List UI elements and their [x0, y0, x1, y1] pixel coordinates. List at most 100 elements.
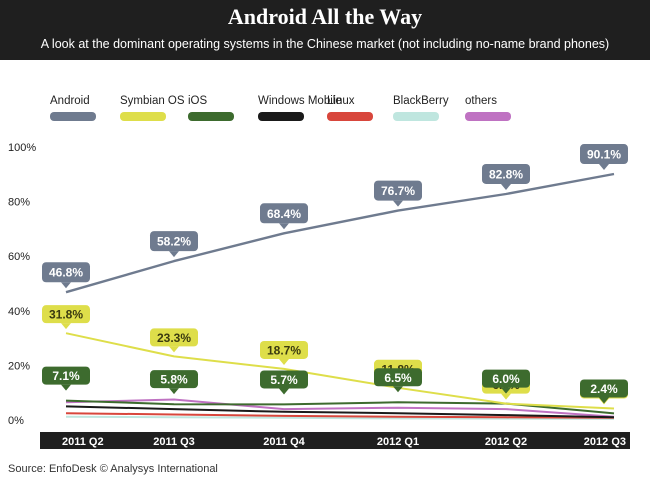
- data-label-pointer: [599, 164, 609, 171]
- y-tick-label: 0%: [8, 415, 24, 427]
- legend-swatch: [465, 112, 511, 121]
- data-label-ios: 2.4%: [580, 379, 628, 404]
- data-label-box: [260, 370, 308, 389]
- legend-label: iOS: [188, 95, 208, 107]
- data-label-text: 18.7%: [267, 343, 301, 357]
- source-note: Source: EnfoDesk © Analysys Internationa…: [8, 463, 218, 475]
- data-label-text: 5.7%: [270, 373, 298, 387]
- data-label-pointer: [501, 393, 511, 400]
- y-tick-label: 60%: [8, 251, 30, 263]
- data-label-box: [42, 305, 90, 324]
- series-line-android: [65, 172, 615, 294]
- data-label-pointer: [501, 387, 511, 394]
- data-label-android: 46.8%: [42, 262, 90, 289]
- data-label-android: 68.4%: [260, 203, 308, 230]
- data-label-box: [42, 262, 90, 283]
- data-label-box: [580, 379, 628, 398]
- legend-item-windows-mobile: Windows Mobile: [258, 95, 342, 121]
- legend-swatch: [327, 112, 373, 121]
- series-line-windows-mobile: [65, 405, 615, 419]
- data-label-pointer: [279, 223, 289, 230]
- data-label-ios: 5.7%: [260, 370, 308, 395]
- x-axis-bar: [40, 432, 630, 449]
- data-label-text: 68.4%: [267, 207, 301, 221]
- legend-item-others: others: [465, 95, 511, 121]
- series-lines: [65, 172, 615, 420]
- data-label-ios: 7.1%: [42, 366, 90, 391]
- series-line-blackberry: [65, 415, 615, 420]
- data-label-pointer: [61, 282, 71, 289]
- chart-title: Android All the Way: [227, 4, 423, 29]
- data-label-symbian-os: 23.3%: [150, 328, 198, 353]
- legend-swatch: [393, 112, 439, 121]
- y-tick-label: 40%: [8, 306, 30, 318]
- data-label-ios: 5.8%: [150, 370, 198, 395]
- data-label-box: [42, 366, 90, 385]
- data-label-android: 82.8%: [482, 163, 530, 190]
- data-label-pointer: [501, 183, 511, 190]
- data-label-android: 76.7%: [374, 180, 422, 207]
- data-label-box: [150, 370, 198, 389]
- data-label-text: 90.1%: [587, 148, 621, 162]
- header-bar: Android All the Way A look at the domina…: [0, 0, 650, 60]
- x-tick-label: 2012 Q1: [377, 436, 419, 448]
- data-label-box: [150, 328, 198, 347]
- data-label-text: 5.8%: [160, 373, 188, 387]
- legend-label: Android: [50, 95, 90, 107]
- data-label-box: [374, 368, 422, 387]
- y-tick-label: 20%: [8, 360, 30, 372]
- data-label-pointer: [393, 200, 403, 207]
- data-label-android: 90.1%: [580, 144, 628, 171]
- legend-swatch: [258, 112, 304, 121]
- data-label-pointer: [169, 346, 179, 353]
- legend-swatch: [50, 112, 96, 121]
- data-label-text: 82.8%: [489, 167, 523, 181]
- data-labels: 46.8% 58.2% 68.4% 76.7% 82.8% 90.1% 31.8% 23.3%…: [42, 144, 628, 405]
- data-label-box: [482, 163, 530, 184]
- x-tick-label: 2011 Q3: [153, 436, 195, 448]
- legend-label: Symbian OS: [120, 95, 185, 107]
- data-label-box: [260, 340, 308, 359]
- data-label-pointer: [61, 384, 71, 391]
- x-axis: 2011 Q2 2011 Q3 2011 Q4 2012 Q1 2012 Q2 2012 …: [40, 432, 630, 449]
- data-label-box: [374, 180, 422, 201]
- y-tick-label: 80%: [8, 197, 30, 209]
- data-label-text: 23.3%: [157, 331, 191, 345]
- legend-item-ios: iOS: [188, 95, 234, 121]
- data-label-text: 6.0%: [492, 372, 520, 386]
- legend-label: others: [465, 95, 497, 107]
- data-label-box: [150, 231, 198, 252]
- data-label-pointer: [169, 388, 179, 395]
- data-label-text: 46.8%: [49, 266, 83, 280]
- data-label-symbian-os: 18.7%: [260, 340, 308, 365]
- data-label-pointer: [279, 358, 289, 365]
- data-label-android: 58.2%: [150, 231, 198, 258]
- legend-label: Linux: [327, 95, 355, 107]
- data-label-symbian-os: 31.8%: [42, 305, 90, 330]
- x-tick-label: 2011 Q4: [263, 436, 305, 448]
- y-axis: 0% 20% 40% 60% 80% 100%: [8, 142, 36, 427]
- legend-item-linux: Linux: [327, 95, 373, 121]
- x-tick-label: 2011 Q2: [62, 436, 104, 448]
- data-label-text: 31.8%: [49, 308, 83, 322]
- data-label-box: [260, 203, 308, 224]
- legend-item-blackberry: BlackBerry: [393, 95, 449, 121]
- data-label-pointer: [599, 397, 609, 404]
- legend-item-android: Android: [50, 95, 96, 121]
- data-label-text: 7.1%: [52, 369, 80, 383]
- series-line-linux: [65, 412, 615, 419]
- data-label-ios: 6.5%: [374, 368, 422, 393]
- data-label-box: [482, 369, 530, 388]
- data-label-text: 58.2%: [157, 235, 191, 249]
- legend-swatch: [120, 112, 166, 121]
- data-label-text: 76.7%: [381, 184, 415, 198]
- series-line-symbian-os: [65, 332, 615, 410]
- series-line-others: [65, 398, 615, 418]
- data-label-text: 6.5%: [384, 371, 412, 385]
- data-label-pointer: [279, 388, 289, 395]
- data-label-text: 2.4%: [590, 382, 618, 396]
- data-label-ios: 6.0%: [482, 369, 530, 394]
- data-label-pointer: [61, 323, 71, 330]
